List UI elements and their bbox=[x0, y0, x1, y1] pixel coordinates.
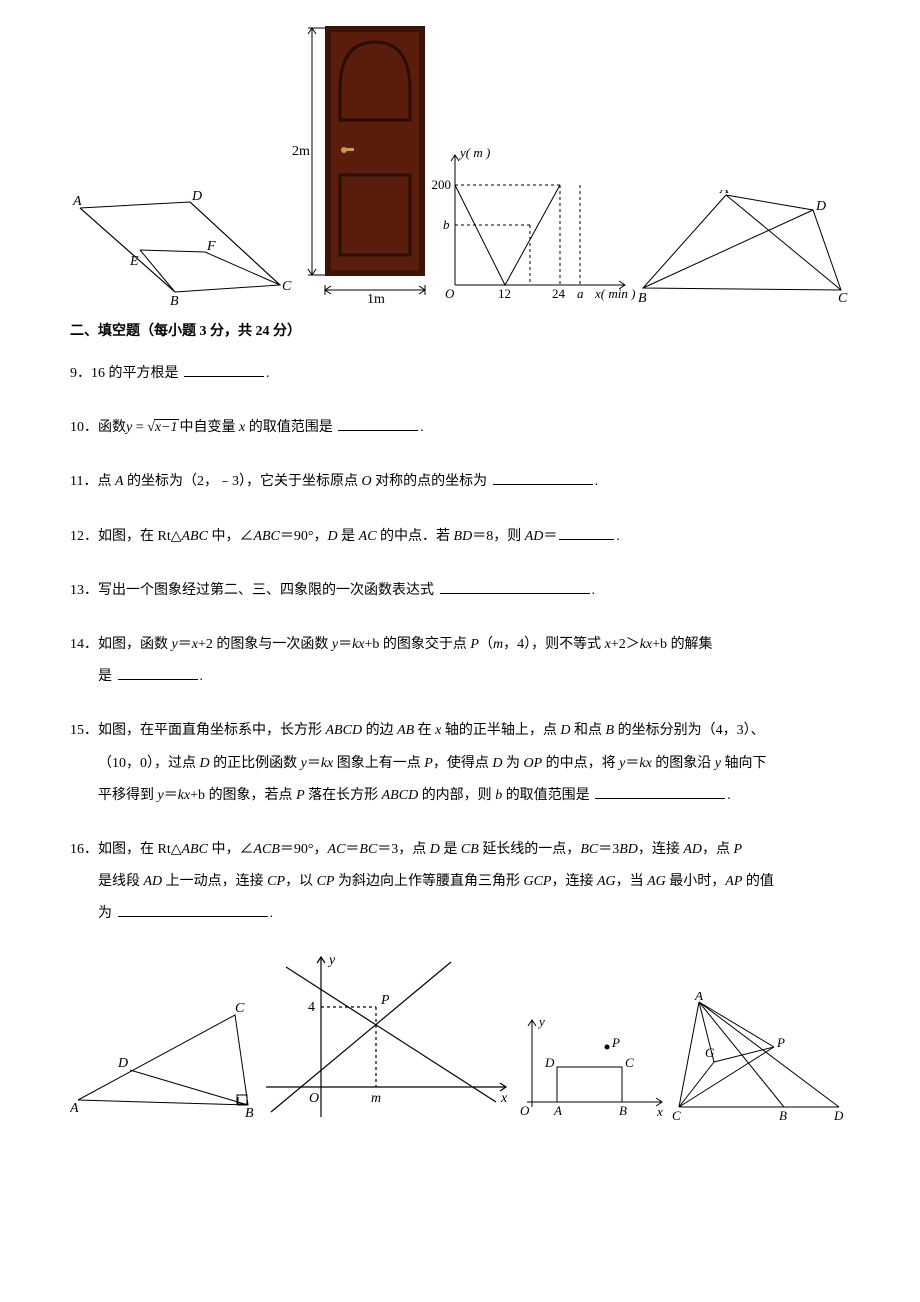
gcp-A: A bbox=[694, 992, 703, 1003]
q9-num: 9． bbox=[70, 366, 91, 381]
rt-label-C: C bbox=[235, 1001, 245, 1016]
figure-rect-abcd: y x O A B D C P bbox=[512, 1012, 669, 1122]
q14-num: 14． bbox=[70, 637, 98, 652]
q14-blank bbox=[118, 665, 198, 680]
graph-xtick-12: 12 bbox=[498, 286, 511, 301]
top-figure-row: A D E F B C 2m bbox=[70, 20, 850, 305]
graph-xtick-24: 24 bbox=[552, 286, 566, 301]
gcp-C: C bbox=[672, 1108, 681, 1122]
q10-text-a: 函数 bbox=[98, 420, 126, 435]
q9-text: 16 的平方根是 bbox=[91, 366, 182, 381]
figure-rt-triangle-median: A B C D bbox=[70, 997, 261, 1122]
rt-label-B: B bbox=[245, 1106, 254, 1121]
question-14: 14．如图，函数 y＝x+2 的图象与一次函数 y＝kx+b 的图象交于点 P（… bbox=[70, 629, 850, 693]
question-9: 9．16 的平方根是 . bbox=[70, 358, 850, 390]
door-width-label: 1m bbox=[367, 292, 385, 305]
q10-text-c: 的取值范围是 bbox=[245, 420, 336, 435]
q10-text-b: 中自变量 bbox=[179, 420, 239, 435]
lg-x: x bbox=[500, 1091, 508, 1106]
q13-blank bbox=[440, 579, 590, 594]
q9-blank bbox=[184, 362, 264, 377]
rg-y: y bbox=[537, 1014, 545, 1029]
lg-4: 4 bbox=[308, 1000, 315, 1015]
rg-O: O bbox=[520, 1103, 530, 1118]
lg-O: O bbox=[309, 1091, 319, 1106]
question-11: 11．点 A 的坐标为（2，﹣3），它关于坐标原点 O 对称的点的坐标为 . bbox=[70, 466, 850, 498]
q12-blank bbox=[559, 525, 614, 540]
question-13: 13．写出一个图象经过第二、三、四象限的一次函数表达式 . bbox=[70, 575, 850, 607]
gcp-B: B bbox=[779, 1108, 787, 1122]
q11-blank bbox=[493, 470, 593, 485]
rg-A: A bbox=[553, 1103, 562, 1118]
lg-m: m bbox=[371, 1091, 381, 1106]
q13-num: 13． bbox=[70, 583, 98, 598]
rg-P: P bbox=[611, 1035, 620, 1050]
graph-origin: O bbox=[445, 286, 455, 301]
figure-distance-graph: y( m ) 1200 b O 12 24 a x( min ) bbox=[430, 145, 637, 305]
rg-D: D bbox=[544, 1055, 555, 1070]
label-F: F bbox=[206, 239, 216, 254]
label-A: A bbox=[72, 194, 82, 209]
figure-quad-abcd: A D B C bbox=[638, 190, 850, 305]
graph-b-label: b bbox=[443, 217, 450, 232]
rt-label-A: A bbox=[70, 1101, 79, 1116]
graph-a-label: a bbox=[577, 286, 584, 301]
q16-num: 16． bbox=[70, 842, 98, 857]
section-title: 二、填空题（每小题 3 分，共 24 分） bbox=[70, 320, 850, 340]
gcp-D: D bbox=[833, 1108, 844, 1122]
q10-num: 10． bbox=[70, 420, 98, 435]
label-C: C bbox=[282, 279, 292, 294]
bottom-figure-row: A B C D y x O 4 P bbox=[70, 952, 850, 1122]
figure-two-lines: y x O 4 P m bbox=[261, 952, 511, 1122]
question-15: 15．如图，在平面直角坐标系中，长方形 ABCD 的边 AB 在 x 轴的正半轴… bbox=[70, 715, 850, 812]
rg-C: C bbox=[625, 1055, 634, 1070]
rg-B: B bbox=[619, 1103, 627, 1118]
label-B: B bbox=[170, 294, 179, 305]
lg-P: P bbox=[380, 993, 390, 1008]
quad-label-D: D bbox=[815, 199, 826, 214]
quad-label-C: C bbox=[838, 291, 848, 305]
door-height-label: 2m bbox=[292, 144, 310, 159]
q15-blank bbox=[595, 784, 725, 799]
question-12: 12．如图，在 Rt△ABC 中，∠ABC＝90°，D 是 AC 的中点．若 B… bbox=[70, 521, 850, 553]
rt-label-D: D bbox=[117, 1056, 128, 1071]
quad-label-B: B bbox=[638, 291, 647, 305]
figure-door: 2m 1m bbox=[292, 20, 430, 305]
figure-parallelogram: A D E F B C bbox=[70, 190, 292, 305]
quad-label-A: A bbox=[719, 190, 729, 197]
graph-x-label: x( min ) bbox=[594, 286, 635, 301]
rg-x: x bbox=[656, 1104, 663, 1119]
lg-y: y bbox=[327, 953, 336, 968]
q15-num: 15． bbox=[70, 723, 98, 738]
graph-y-label: y( m ) bbox=[458, 145, 490, 160]
q10-blank bbox=[338, 416, 418, 431]
q11-num: 11． bbox=[70, 474, 97, 489]
label-D: D bbox=[191, 190, 202, 204]
label-E: E bbox=[129, 254, 139, 269]
gcp-P: P bbox=[776, 1035, 785, 1050]
question-16: 16．如图，在 Rt△ABC 中，∠ACB＝90°，AC＝BC＝3，点 D 是 … bbox=[70, 834, 850, 931]
figure-gcp-triangle: A C B D G P bbox=[669, 992, 851, 1122]
q12-num: 12． bbox=[70, 529, 98, 544]
gcp-G: G bbox=[705, 1045, 715, 1060]
graph-ytick-1200: 1200 bbox=[430, 177, 451, 192]
q16-blank bbox=[118, 902, 268, 917]
question-10: 10．函数y = √x−1中自变量 x 的取值范围是 . bbox=[70, 412, 850, 444]
